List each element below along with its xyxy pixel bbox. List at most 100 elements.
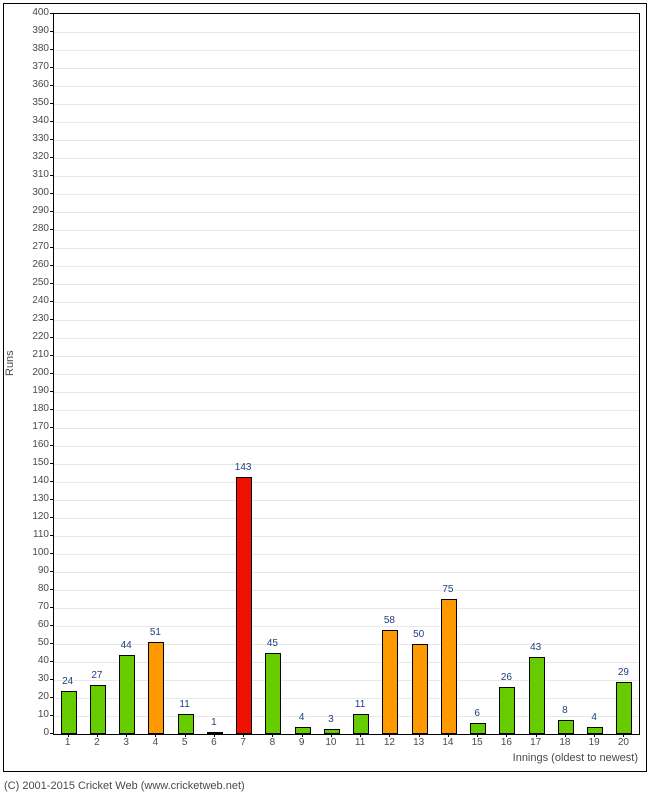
x-tick-label: 7 xyxy=(233,738,253,748)
y-tick-label: 60 xyxy=(19,620,49,630)
gridline-h xyxy=(54,536,639,537)
y-tick-mark xyxy=(50,49,54,50)
y-tick-label: 0 xyxy=(19,728,49,738)
x-tick-label: 18 xyxy=(555,738,575,748)
x-tick-label: 11 xyxy=(350,738,370,748)
y-tick-label: 400 xyxy=(19,8,49,18)
gridline-h xyxy=(54,410,639,411)
bar-value-label: 29 xyxy=(608,668,638,678)
x-tick-label: 14 xyxy=(438,738,458,748)
y-tick-label: 230 xyxy=(19,314,49,324)
bar-value-label: 4 xyxy=(579,713,609,723)
y-tick-mark xyxy=(50,355,54,356)
x-tick-label: 5 xyxy=(175,738,195,748)
bar-value-label: 11 xyxy=(170,700,200,710)
bar-value-label: 11 xyxy=(345,700,375,710)
gridline-h xyxy=(54,68,639,69)
bar xyxy=(119,655,135,734)
y-tick-mark xyxy=(50,517,54,518)
y-tick-mark xyxy=(50,211,54,212)
gridline-h xyxy=(54,212,639,213)
y-tick-label: 240 xyxy=(19,296,49,306)
bar xyxy=(616,682,632,734)
y-tick-mark xyxy=(50,337,54,338)
bar-value-label: 75 xyxy=(433,585,463,595)
gridline-h xyxy=(54,194,639,195)
gridline-h xyxy=(54,266,639,267)
y-tick-mark xyxy=(50,319,54,320)
bar-value-label: 43 xyxy=(521,643,551,653)
x-tick-label: 3 xyxy=(116,738,136,748)
gridline-h xyxy=(54,122,639,123)
gridline-h xyxy=(54,716,639,717)
x-tick-mark xyxy=(506,733,507,737)
gridline-h xyxy=(54,158,639,159)
x-tick-mark xyxy=(272,733,273,737)
x-tick-mark xyxy=(389,733,390,737)
y-tick-label: 390 xyxy=(19,26,49,36)
bar-value-label: 51 xyxy=(140,628,170,638)
x-tick-mark xyxy=(214,733,215,737)
bar-value-label: 143 xyxy=(228,463,258,473)
x-tick-mark xyxy=(68,733,69,737)
bar-value-label: 44 xyxy=(111,641,141,651)
x-tick-mark xyxy=(594,733,595,737)
y-tick-label: 100 xyxy=(19,548,49,558)
x-tick-mark xyxy=(126,733,127,737)
gridline-h xyxy=(54,248,639,249)
y-tick-label: 350 xyxy=(19,98,49,108)
gridline-h xyxy=(54,500,639,501)
gridline-h xyxy=(54,50,639,51)
gridline-h xyxy=(54,32,639,33)
y-tick-mark xyxy=(50,157,54,158)
y-tick-label: 50 xyxy=(19,638,49,648)
bar xyxy=(558,720,574,734)
bar xyxy=(265,653,281,734)
gridline-h xyxy=(54,284,639,285)
y-tick-mark xyxy=(50,697,54,698)
y-tick-label: 110 xyxy=(19,530,49,540)
gridline-h xyxy=(54,644,639,645)
y-tick-label: 220 xyxy=(19,332,49,342)
x-tick-label: 4 xyxy=(145,738,165,748)
x-tick-mark xyxy=(477,733,478,737)
bar xyxy=(61,691,77,734)
y-tick-label: 250 xyxy=(19,278,49,288)
y-tick-label: 330 xyxy=(19,134,49,144)
bar-value-label: 26 xyxy=(491,673,521,683)
x-tick-mark xyxy=(623,733,624,737)
y-tick-label: 320 xyxy=(19,152,49,162)
bar-value-label: 1 xyxy=(199,718,229,728)
x-tick-mark xyxy=(360,733,361,737)
bar-value-label: 50 xyxy=(404,630,434,640)
y-tick-label: 190 xyxy=(19,386,49,396)
x-tick-label: 16 xyxy=(496,738,516,748)
y-tick-label: 30 xyxy=(19,674,49,684)
bar xyxy=(529,657,545,734)
y-tick-mark xyxy=(50,553,54,554)
gridline-h xyxy=(54,86,639,87)
y-tick-label: 130 xyxy=(19,494,49,504)
y-tick-mark xyxy=(50,139,54,140)
y-tick-mark xyxy=(50,661,54,662)
y-tick-mark xyxy=(50,301,54,302)
y-tick-label: 260 xyxy=(19,260,49,270)
x-tick-mark xyxy=(155,733,156,737)
y-tick-label: 140 xyxy=(19,476,49,486)
bar-value-label: 58 xyxy=(374,616,404,626)
gridline-h xyxy=(54,662,639,663)
gridline-h xyxy=(54,554,639,555)
bar-value-label: 6 xyxy=(462,709,492,719)
y-tick-mark xyxy=(50,103,54,104)
x-tick-mark xyxy=(185,733,186,737)
y-tick-mark xyxy=(50,427,54,428)
gridline-h xyxy=(54,482,639,483)
y-tick-label: 180 xyxy=(19,404,49,414)
y-tick-mark xyxy=(50,67,54,68)
y-tick-label: 40 xyxy=(19,656,49,666)
y-tick-label: 20 xyxy=(19,692,49,702)
chart-container: Runs Innings (oldest to newest) (C) 2001… xyxy=(0,0,650,800)
y-tick-label: 290 xyxy=(19,206,49,216)
bar-value-label: 8 xyxy=(550,706,580,716)
x-tick-mark xyxy=(243,733,244,737)
